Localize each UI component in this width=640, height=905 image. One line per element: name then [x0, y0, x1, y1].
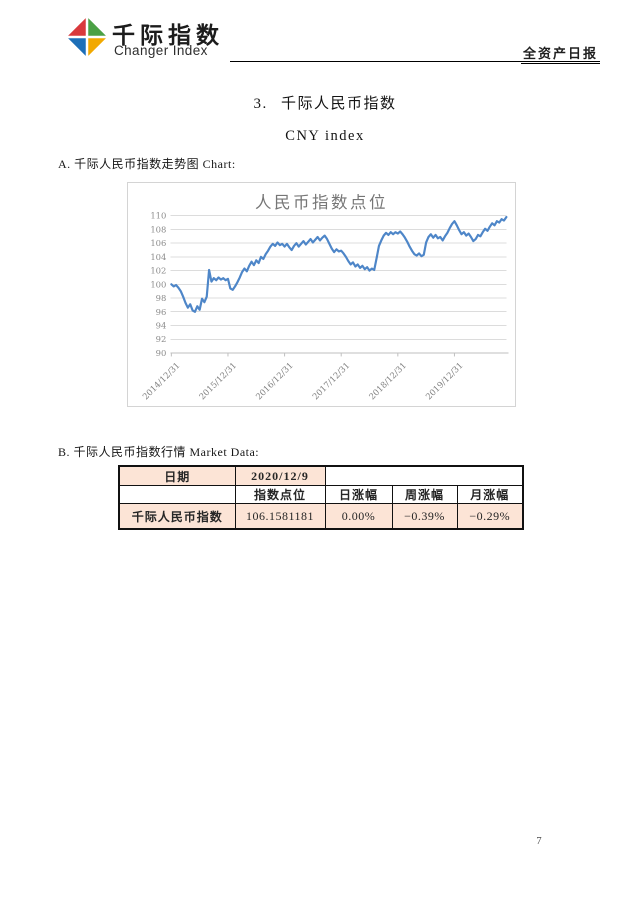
- logo-triangle-blue: [68, 38, 86, 56]
- page-subtitle: CNY index: [285, 128, 365, 144]
- table-header-weekly-change: 周涨幅: [391, 485, 458, 504]
- svg-text:2019/12/31: 2019/12/31: [423, 360, 464, 401]
- svg-text:92: 92: [156, 334, 167, 344]
- logo-triangle-green: [88, 18, 106, 36]
- svg-text:104: 104: [150, 252, 166, 262]
- table-header-daily-change: 日涨幅: [324, 485, 393, 504]
- page-title: 3. 千际人民币指数: [253, 96, 397, 112]
- cny-index-chart: 90 92 94 96 98 100 102 104 106 108 110 2014/12/31 20…: [127, 182, 516, 407]
- logo-triangle-red: [68, 18, 86, 36]
- table-cell-monthly-change: −0.29%: [456, 503, 524, 530]
- svg-text:90: 90: [156, 348, 167, 358]
- svg-text:2018/12/31: 2018/12/31: [367, 360, 408, 401]
- svg-text:110: 110: [150, 211, 166, 221]
- logo-chinese-name: 千际指数: [112, 23, 224, 48]
- chart-title: 人民币指数点位: [255, 193, 388, 212]
- svg-text:108: 108: [150, 224, 166, 234]
- svg-text:100: 100: [150, 279, 166, 289]
- svg-text:106: 106: [150, 238, 166, 248]
- svg-text:94: 94: [156, 320, 167, 330]
- logo-english-name: Changer Index: [114, 43, 208, 58]
- cny-index-chart-svg: 90 92 94 96 98 100 102 104 106 108 110 2014/12/31 20…: [140, 211, 509, 402]
- table-cell-empty: [324, 465, 524, 486]
- table-cell-weekly-change: −0.39%: [391, 503, 458, 530]
- svg-text:2014/12/31: 2014/12/31: [140, 360, 181, 401]
- logo-triangle-yellow: [88, 38, 106, 56]
- section-b-label: B. 千际人民币指数行情 Market Data:: [58, 445, 260, 459]
- changer-index-logo-icon: [68, 18, 106, 56]
- table-cell-empty: [118, 485, 236, 504]
- table-cell-date-label: 日期: [118, 465, 236, 486]
- svg-text:96: 96: [156, 307, 167, 317]
- section-a-label: A. 千际人民币指数走势图 Chart:: [58, 157, 236, 171]
- svg-text:102: 102: [150, 266, 166, 276]
- table-row: 日期 2020/12/9: [118, 465, 524, 486]
- table-cell-index-value: 106.1581181: [234, 503, 326, 530]
- svg-text:2015/12/31: 2015/12/31: [197, 360, 238, 401]
- table-header-index-point: 指数点位: [234, 485, 326, 504]
- svg-text:2017/12/31: 2017/12/31: [310, 360, 351, 401]
- table-header-monthly-change: 月涨幅: [456, 485, 524, 504]
- table-row: 千际人民币指数 106.1581181 0.00% −0.39% −0.29%: [118, 503, 524, 530]
- table-cell-date-value: 2020/12/9: [234, 465, 326, 486]
- table-cell-daily-change: 0.00%: [324, 503, 393, 530]
- header-rule: [230, 61, 600, 62]
- report-type-label: 全资产日报: [520, 43, 600, 64]
- svg-text:2016/12/31: 2016/12/31: [254, 360, 295, 401]
- table-cell-index-name: 千际人民币指数: [118, 503, 236, 530]
- market-data-table: 日期 2020/12/9 指数点位 日涨幅 周涨幅 月涨幅 千际人民币指数 10…: [118, 465, 524, 530]
- svg-text:98: 98: [156, 293, 167, 303]
- page-number: 7: [536, 836, 542, 847]
- table-row: 指数点位 日涨幅 周涨幅 月涨幅: [118, 485, 524, 504]
